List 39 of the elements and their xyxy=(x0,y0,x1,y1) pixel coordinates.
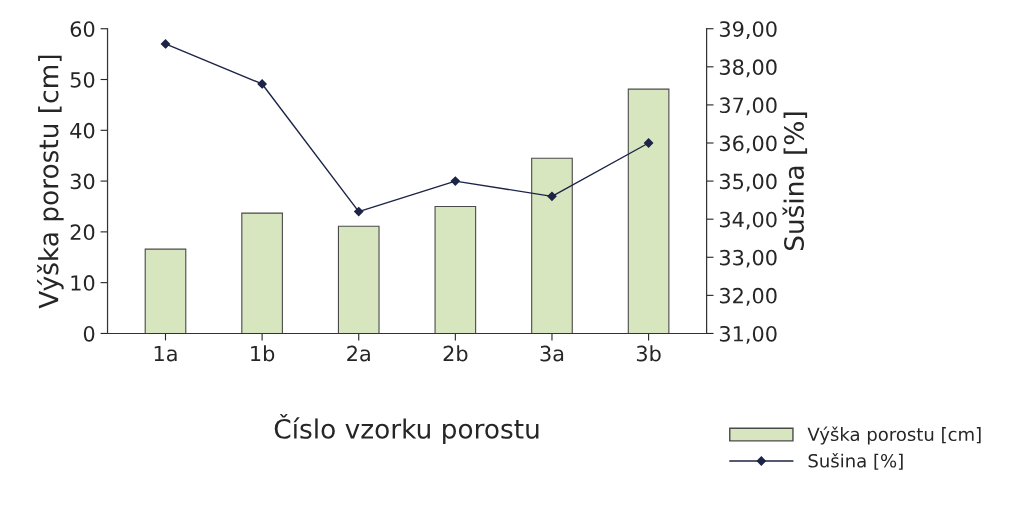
bar xyxy=(434,205,477,334)
y-tick-label: 0 xyxy=(83,325,95,342)
bar xyxy=(241,212,283,334)
y-tick-label: 60 xyxy=(70,21,95,37)
y2-tick-label: 34,00 xyxy=(719,211,777,230)
point xyxy=(450,176,460,186)
y2-tick-label: 38,00 xyxy=(719,59,777,78)
x-tick-label: 3a xyxy=(540,345,564,362)
y-axis-title: Výška porostu [cm] xyxy=(37,55,64,309)
x-tick-label: 2a xyxy=(347,345,370,362)
y-tick-label: 10 xyxy=(71,275,95,291)
y2-tick-label: 36,00 xyxy=(719,135,777,154)
y2-tick-label: 32,00 xyxy=(719,287,777,306)
y2-axis-title: Sušina [%] xyxy=(782,112,808,251)
bar xyxy=(627,88,670,334)
y2-tick-label: 37,00 xyxy=(719,97,777,116)
point xyxy=(257,79,267,89)
point xyxy=(354,206,364,217)
legend-label: Sušina [%] xyxy=(808,452,903,470)
y2-tick-label: 35,00 xyxy=(719,173,777,192)
bar xyxy=(144,248,187,334)
y-tick-label: 40 xyxy=(70,122,95,139)
legend-label: Výška porostu [cm] xyxy=(807,426,981,445)
point xyxy=(643,138,654,148)
x-tick-label: 2b xyxy=(443,345,468,362)
point xyxy=(547,191,557,201)
y-tick-label: 50 xyxy=(70,71,95,88)
y2-tick-label: 39,00 xyxy=(719,21,777,40)
y2-tick-label: 33,00 xyxy=(719,249,777,268)
y2-tick-label: 31,00 xyxy=(719,325,777,344)
bar xyxy=(337,225,380,334)
point xyxy=(160,39,171,49)
x-axis-title: Číslo vzorku porostu xyxy=(274,414,539,444)
x-tick-label: 1b xyxy=(251,345,275,362)
bar xyxy=(531,157,573,334)
y-tick-label: 20 xyxy=(70,224,95,241)
y-tick-label: 30 xyxy=(70,173,95,190)
x-tick-label: 1a xyxy=(154,345,177,362)
x-tick-label: 3b xyxy=(636,345,661,362)
